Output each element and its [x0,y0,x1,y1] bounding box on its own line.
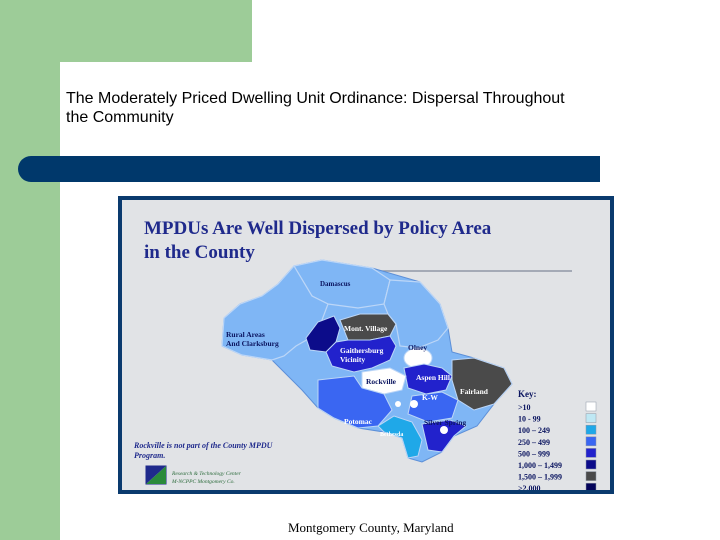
area-white-spot [440,426,448,434]
logo-line1: Research & Technology Center [171,471,242,477]
area-fairland [451,357,513,411]
label-olney: Olney [408,343,427,352]
slide-title: The Moderately Priced Dwelling Unit Ordi… [66,90,565,126]
area-white-spot [410,400,418,408]
map-panel: MPDUs Are Well Dispersed by Policy Area … [118,196,614,494]
key-label: >2,000 [518,484,541,490]
mncppc-logo: Research & Technology Center M-NCPPC Mon… [145,465,242,485]
slide-caption: Montgomery County, Maryland [288,520,454,535]
area-bethesda [377,415,423,459]
label-potomac: Potomac [344,417,373,426]
key-swatch [585,424,597,435]
label-bethesda: Bethesda [380,432,403,438]
label-rural-line2: And Clarksburg [226,339,279,348]
label-kw: K-W [422,393,438,402]
map-key: Key: >10 10 - 99 100 – 249 250 – 499 500 – 9… [518,389,597,490]
title-underline-bar [18,156,600,182]
key-swatch [585,401,597,412]
map-heading-line1: MPDUs Are Well Dispersed by Policy Area [144,218,492,239]
key-title: Key: [518,389,537,399]
label-gaithersburg-line1: Gaithersburg [340,346,384,355]
label-aspen-hill: Aspen Hill [416,373,450,382]
rockville-note-line2: Program. [134,451,165,460]
key-label: 100 – 249 [518,426,550,435]
label-fairland: Fairland [460,387,489,396]
label-silver-spring: Silver Spring [424,418,466,427]
area-gaithersburg [325,335,397,373]
area-aspen-hill [403,363,453,395]
map-heading-line2: in the County [144,242,255,263]
left-green-strip [0,0,60,540]
label-mont-village: Mont. Village [344,324,388,333]
logo-line2: M-NCPPC Montgomery Co. [171,479,235,485]
label-damascus: Damascus [320,280,351,288]
key-swatch [585,471,597,481]
key-swatch [585,436,597,447]
label-rural-line1: Rural Areas [226,330,265,339]
area-potomac [317,375,393,429]
key-label: 1,000 – 1,499 [518,461,562,470]
key-label: 250 – 499 [518,438,550,447]
key-swatch [585,482,597,490]
map-inner: MPDUs Are Well Dispersed by Policy Area … [122,200,610,490]
area-white-spot [395,401,401,407]
rockville-note-line1: Rockville is not part of the County MPDU [133,441,274,450]
key-label: >10 [518,403,531,412]
label-rockville: Rockville [366,377,397,386]
area-kw [407,391,459,423]
area-silver-spring [421,419,467,453]
label-gaithersburg-line2: Vicinity [340,355,365,364]
top-green-block [60,0,252,62]
key-swatch [585,413,597,423]
key-label: 1,500 – 1,999 [518,473,562,482]
key-label: 10 - 99 [518,415,541,424]
county-map: MPDUs Are Well Dispersed by Policy Area … [133,218,597,490]
key-label: 500 – 999 [518,449,550,458]
key-swatch [585,448,597,458]
key-swatch [585,459,597,470]
